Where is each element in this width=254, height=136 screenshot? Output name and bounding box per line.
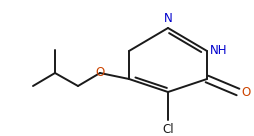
Text: NH: NH	[210, 44, 228, 58]
Text: N: N	[164, 12, 172, 25]
Text: Cl: Cl	[162, 123, 174, 136]
Text: O: O	[95, 67, 105, 80]
Text: O: O	[241, 86, 250, 98]
